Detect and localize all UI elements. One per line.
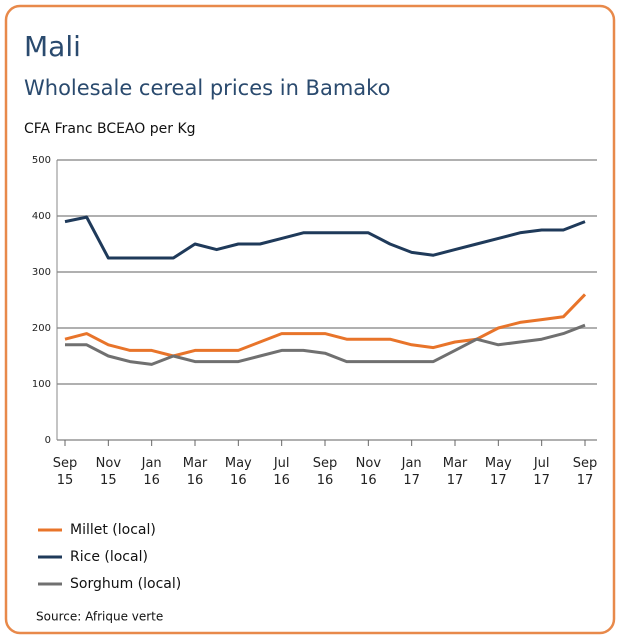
- source: Source: Afrique verte: [36, 610, 163, 624]
- x-tick-label: Nov 16: [355, 456, 382, 488]
- x-tick-label: May 16: [224, 456, 252, 488]
- chart-subtitle: Wholesale cereal prices in Bamako: [24, 76, 390, 100]
- legend-label: Rice (local): [70, 549, 148, 565]
- x-tick-label: Mar 17: [442, 456, 468, 488]
- x-tick-label: Jul 17: [533, 456, 550, 488]
- chart-title: Mali: [24, 30, 81, 63]
- y-tick-label: 300: [32, 267, 51, 278]
- y-tick-label: 0: [45, 435, 51, 446]
- x-tick-label: Jan 16: [141, 456, 162, 488]
- y-tick-label: 400: [32, 211, 51, 222]
- x-tick-label: Sep 17: [572, 456, 598, 488]
- legend-label: Sorghum (local): [70, 576, 181, 592]
- x-tick-label: Jan 17: [401, 456, 422, 488]
- x-tick-label: May 17: [484, 456, 512, 488]
- y-tick-label: 100: [32, 379, 51, 390]
- x-tick-label: Sep 15: [52, 456, 78, 488]
- y-axis-label: CFA Franc BCEAO per Kg: [24, 121, 196, 137]
- y-tick-label: 200: [32, 323, 51, 334]
- series-line: [64, 215, 586, 260]
- legend-label: Millet (local): [70, 522, 156, 538]
- series-line: [64, 293, 587, 358]
- x-tick-label: Sep 16: [312, 456, 338, 488]
- x-tick-label: Mar 16: [182, 456, 208, 488]
- y-tick-label: 500: [32, 155, 51, 166]
- series-line: [65, 323, 586, 366]
- frame: [4, 4, 616, 635]
- x-tick-label: Nov 15: [95, 456, 122, 488]
- x-tick-label: Jul 16: [273, 456, 290, 488]
